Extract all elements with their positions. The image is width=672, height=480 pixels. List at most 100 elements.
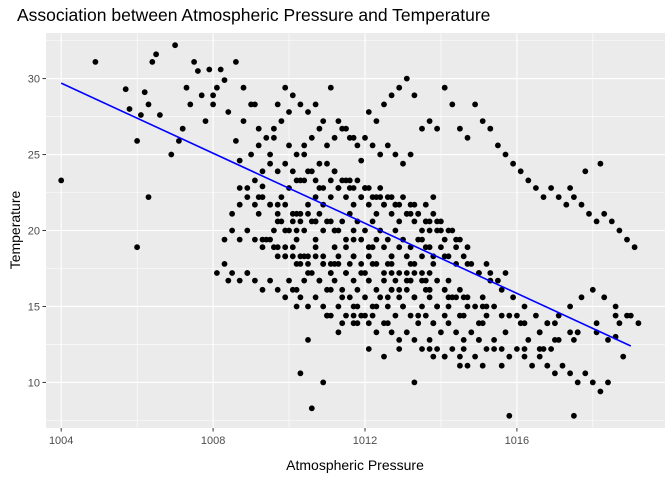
data-point [381, 277, 387, 284]
data-point [388, 286, 395, 293]
data-point [369, 142, 376, 149]
data-point [407, 261, 414, 267]
data-point [540, 194, 547, 201]
data-point [525, 337, 532, 343]
data-point [388, 270, 395, 276]
data-point [426, 270, 433, 276]
data-point [339, 218, 346, 225]
data-point [229, 270, 236, 276]
data-point [327, 194, 334, 201]
data-point [335, 303, 342, 310]
data-point [403, 253, 410, 260]
data-point [172, 42, 179, 49]
data-point [286, 142, 292, 149]
data-point [274, 218, 281, 225]
data-point [384, 320, 391, 327]
data-point [312, 177, 319, 184]
data-point [320, 379, 327, 386]
data-point [346, 294, 353, 301]
data-point [327, 177, 334, 184]
data-point [392, 312, 399, 319]
data-point [346, 177, 353, 184]
data-point [350, 312, 357, 319]
data-point [343, 312, 349, 319]
data-point [434, 218, 440, 225]
data-point [457, 312, 463, 319]
data-point [369, 244, 376, 251]
data-point [434, 303, 440, 310]
data-point [582, 370, 589, 377]
data-point [252, 101, 258, 108]
data-point [327, 84, 334, 91]
data-point [422, 218, 429, 225]
data-point [506, 412, 513, 419]
data-point [282, 84, 289, 91]
data-point [297, 370, 304, 377]
data-point [244, 185, 251, 191]
data-point [274, 168, 281, 175]
data-point [411, 294, 418, 301]
data-point [438, 227, 444, 234]
data-point [514, 346, 520, 352]
data-point [312, 218, 319, 225]
data-point [293, 261, 300, 267]
data-point [498, 362, 505, 369]
data-point [282, 294, 289, 301]
data-point [312, 236, 319, 243]
data-point [434, 125, 440, 132]
data-point [635, 320, 642, 327]
data-point [548, 185, 554, 191]
data-point [263, 134, 270, 141]
data-point [373, 236, 380, 243]
data-point [331, 277, 338, 284]
data-point [472, 101, 478, 108]
data-point [571, 194, 577, 201]
data-point [430, 320, 437, 327]
data-point [282, 253, 289, 260]
y-axis-ticks: 10 15 20 25 30 [28, 74, 46, 389]
data-point [312, 253, 319, 260]
data-point [536, 329, 543, 336]
data-point [365, 201, 372, 208]
data-point [297, 177, 304, 184]
data-point [476, 337, 482, 343]
data-point [403, 75, 410, 82]
data-point [445, 294, 452, 301]
data-point [479, 303, 486, 310]
data-point [286, 109, 292, 115]
data-point [244, 227, 251, 234]
trend-layer [60, 82, 632, 347]
data-point [274, 210, 281, 217]
data-point [126, 106, 133, 112]
data-point [320, 185, 327, 191]
data-point [555, 194, 562, 201]
data-point [145, 194, 152, 201]
data-point [540, 346, 547, 352]
data-point [339, 125, 346, 132]
data-point [293, 210, 300, 217]
data-point [297, 101, 304, 108]
data-point [331, 244, 338, 251]
data-point [221, 77, 228, 83]
data-point [457, 362, 463, 369]
data-point [236, 201, 243, 208]
data-point [483, 261, 490, 267]
data-point [335, 118, 342, 124]
y-tick-label: 10 [28, 377, 40, 389]
data-point [198, 92, 205, 99]
data-point [293, 227, 300, 234]
data-point [286, 277, 292, 284]
data-point [593, 218, 600, 225]
data-point [274, 286, 281, 293]
data-point [472, 353, 478, 360]
data-point [495, 277, 501, 284]
data-point [271, 134, 277, 141]
data-point [419, 253, 425, 260]
data-point [400, 194, 406, 201]
x-axis-ticks: 1004 1008 1012 1016 [49, 428, 529, 447]
data-point [396, 294, 403, 301]
data-point [445, 277, 452, 284]
data-point [297, 218, 304, 225]
data-point [324, 312, 330, 319]
data-point [362, 312, 368, 319]
